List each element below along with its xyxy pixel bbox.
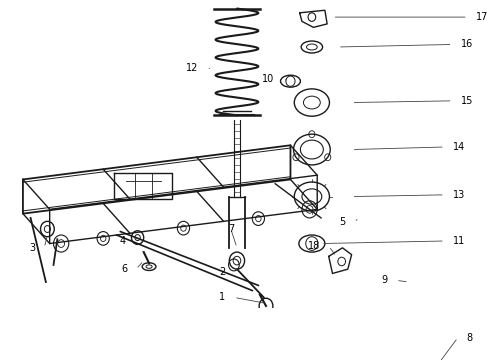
Text: 1: 1 <box>220 292 225 302</box>
Text: 17: 17 <box>476 12 489 22</box>
Text: 13: 13 <box>453 190 465 200</box>
Text: 3: 3 <box>30 243 36 253</box>
Text: 9: 9 <box>381 275 388 285</box>
Text: 7: 7 <box>228 224 235 234</box>
Text: 4: 4 <box>120 236 126 246</box>
Text: 8: 8 <box>466 333 472 343</box>
Text: 14: 14 <box>453 142 465 152</box>
Text: 2: 2 <box>219 267 225 277</box>
Text: 11: 11 <box>453 236 465 246</box>
Text: 5: 5 <box>339 217 345 227</box>
Text: 6: 6 <box>122 264 128 274</box>
Text: 12: 12 <box>186 63 198 73</box>
Text: 15: 15 <box>461 96 473 106</box>
Text: 18: 18 <box>308 241 320 251</box>
Text: 10: 10 <box>262 73 274 84</box>
Text: 16: 16 <box>461 40 473 49</box>
